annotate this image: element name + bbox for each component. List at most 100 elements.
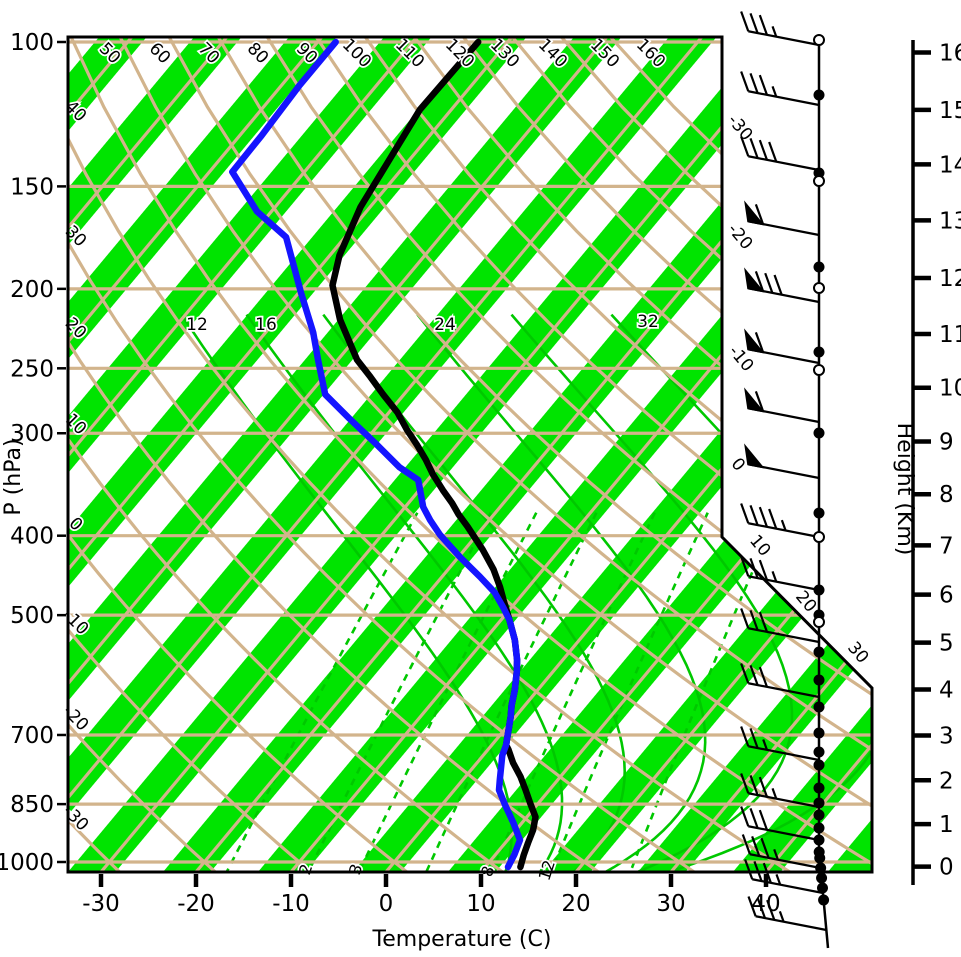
height-axis-title: Height (Km)	[892, 423, 917, 556]
isotherm	[68, 37, 329, 872]
height-tick-label: 11	[939, 322, 961, 348]
wind-barb	[740, 503, 820, 539]
height-tick-label: 14	[939, 152, 961, 178]
pressure-axis-title: P (hPa)	[1, 438, 26, 515]
moist-labels: 12 16 24 322 3 8 12	[184, 310, 660, 884]
dry-adiabat	[111, 37, 872, 872]
height-tick-label: 2	[939, 768, 954, 794]
wind-barb	[740, 11, 820, 47]
dry-adiabat	[257, 37, 872, 872]
pressure-tick-label: 850	[10, 792, 54, 818]
wind-level-dot	[813, 584, 825, 596]
height-tick-label: 1	[939, 812, 954, 838]
moist-adiabat-label: 12	[186, 315, 208, 335]
isotherm	[663, 37, 872, 872]
height-tick-label: 13	[939, 208, 961, 234]
wind-level-dot	[813, 797, 825, 809]
temperature-tick-label: 30	[656, 891, 685, 917]
height-tick-label: 7	[939, 533, 954, 559]
wind-barb	[740, 726, 820, 762]
height-tick-label: 5	[939, 631, 954, 657]
height-tick-label: 6	[939, 583, 954, 609]
wind-level-dot	[815, 862, 827, 874]
dry-adiabat	[68, 37, 872, 872]
wind-level-dot	[813, 746, 825, 758]
wind-level-circle	[813, 175, 825, 187]
pressure-tick-label: 500	[10, 603, 54, 629]
pressure-tick-label: 700	[10, 723, 54, 749]
dry-adiabat	[306, 37, 872, 872]
dry-adiabat	[68, 37, 512, 872]
mixing-ratio-line	[306, 512, 492, 872]
dry-adiabat	[68, 37, 704, 872]
temperature-tick-label: -10	[272, 891, 310, 917]
isotherm	[283, 37, 872, 872]
wind-level-dot	[813, 427, 825, 439]
wind-barb	[740, 136, 820, 172]
wind-level-dot	[813, 674, 825, 686]
moist-adiabat	[416, 313, 707, 872]
pressure-tick-label: 200	[10, 277, 54, 303]
moist-adiabat	[322, 313, 627, 872]
wind-barb	[744, 443, 820, 480]
wind-level-dot	[816, 882, 828, 894]
height-tick-label: 16	[939, 41, 961, 67]
wind-barb	[740, 556, 820, 592]
pressure-tick-label: 150	[10, 174, 54, 200]
wind-barb	[744, 200, 820, 237]
height-tick-label: 4	[939, 677, 954, 703]
temperature-tick-label: -20	[177, 891, 215, 917]
moist-adiabat-label: 16	[255, 315, 277, 335]
dry-adiabat	[68, 37, 319, 872]
wind-barb	[744, 328, 820, 365]
wind-level-dot	[813, 646, 825, 658]
wind-level-dot	[813, 346, 825, 358]
dry-adiabat	[209, 37, 872, 872]
height-tick-label: 10	[939, 376, 961, 402]
wind-barb	[740, 608, 820, 644]
temperature-tick-label: 0	[379, 891, 394, 917]
mixing-ratio-line	[489, 512, 656, 872]
wind-level-dot	[814, 852, 826, 864]
wind-barb	[744, 387, 820, 424]
dry-adiabat	[160, 37, 872, 872]
wind-barb	[744, 267, 820, 304]
wind-level-dot	[813, 261, 825, 273]
wind-barb	[740, 773, 820, 809]
height-tick-label: 12	[939, 266, 961, 292]
wind-level-circle	[813, 282, 825, 294]
height-tick-label: 9	[939, 429, 954, 455]
wind-level-circle	[813, 364, 825, 376]
isotherm	[568, 37, 872, 872]
height-tick-label: 3	[939, 723, 954, 749]
moist-adiabat-label: 32	[637, 312, 659, 332]
dry-adiabat	[68, 37, 800, 872]
wind-level-dot	[813, 727, 825, 739]
mixing-ratio-line	[424, 512, 598, 872]
temperature-tick-label: 20	[561, 891, 590, 917]
wind-level-dot	[813, 507, 825, 519]
height-tick-label: 8	[939, 482, 954, 508]
temperature-tick-label: -30	[82, 891, 120, 917]
wind-level-dot	[813, 701, 825, 713]
pressure-tick-label: 250	[10, 356, 54, 382]
dry-adiabat	[68, 37, 223, 872]
wind-barb	[740, 806, 820, 842]
wind-level-dot	[813, 782, 825, 794]
wind-level-dot	[813, 822, 825, 834]
wind-level-circle	[813, 531, 825, 543]
wind-barb	[740, 663, 820, 699]
dewpoint-curve	[229, 38, 524, 871]
mixing-ratio-line	[549, 512, 709, 872]
wind-level-dot	[813, 809, 825, 821]
wind-barb	[741, 834, 821, 870]
temperature-curve	[329, 38, 539, 871]
wind-barb	[747, 896, 827, 932]
wind-level-circle	[813, 34, 825, 46]
wind-level-dot	[818, 894, 830, 906]
wind-level-circle	[813, 616, 825, 628]
temperature-tick-label: 40	[751, 891, 780, 917]
isotherm	[68, 37, 614, 872]
